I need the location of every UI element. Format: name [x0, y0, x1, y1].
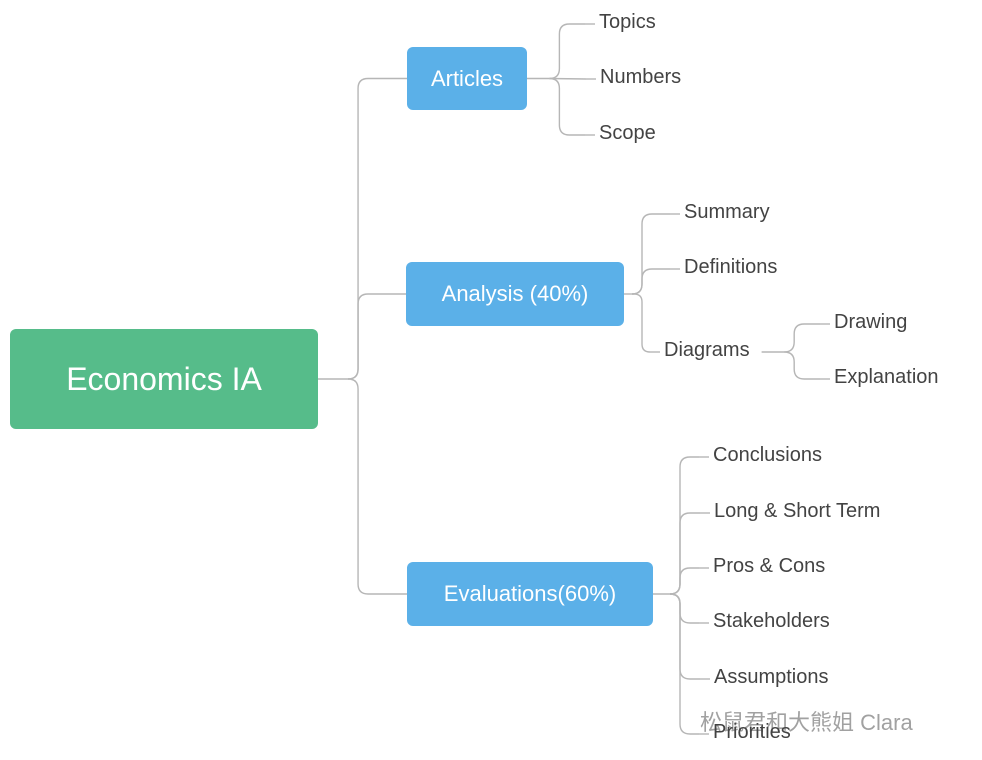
evaluations-leaf-1: Conclusions: [713, 444, 822, 467]
articles-node: Articles: [407, 47, 527, 110]
root-node: Economics IA: [10, 329, 318, 429]
evaluations-node: Evaluations(60%): [407, 562, 653, 626]
analysis-leaf-0: Summary: [684, 201, 770, 224]
evaluations-leaf-3: Stakeholders: [713, 610, 830, 633]
evaluations-leaf-5: Priorities: [713, 721, 791, 744]
analysis-leaf-2-child-0: Drawing: [834, 311, 907, 334]
evaluations-leaf-4: Assumptions: [714, 666, 829, 689]
articles-leaf-2: Scope: [599, 122, 656, 145]
analysis-node: Analysis (40%): [406, 262, 624, 326]
articles-leaf-0: Topics: [599, 11, 656, 34]
evaluations-leaf-2: Pros & Cons: [713, 555, 825, 578]
evaluations-leaf-0: Long & Short Term: [714, 500, 880, 523]
articles-leaf-1: Numbers: [600, 66, 681, 89]
analysis-leaf-1: Definitions: [684, 256, 777, 279]
analysis-leaf-2-child-1: Explanation: [834, 366, 939, 389]
analysis-leaf-2: Diagrams: [664, 339, 750, 362]
